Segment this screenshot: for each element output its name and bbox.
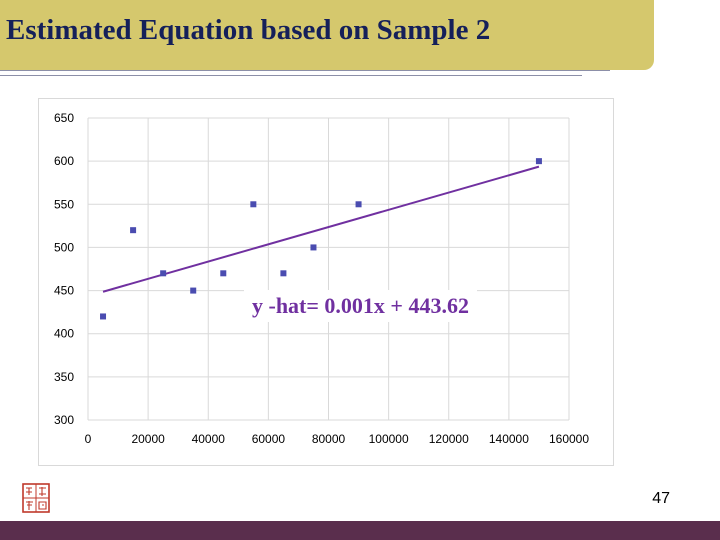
x-tick-label: 160000 xyxy=(549,432,589,446)
slide-title: Estimated Equation based on Sample 2 xyxy=(6,14,491,46)
data-point xyxy=(355,201,362,208)
page-number: 47 xyxy=(652,490,670,507)
x-tick-label: 0 xyxy=(85,432,92,446)
y-tick-label: 500 xyxy=(54,240,74,254)
y-tick-label: 550 xyxy=(54,197,74,211)
chart-frame: 300 350 400 450 500 550 600 650 0 20000 40000 60000… xyxy=(38,98,614,466)
regression-equation-label: y -hat= 0.001x + 443.62 xyxy=(244,290,477,322)
data-point xyxy=(250,201,257,208)
red-seal-logo xyxy=(22,483,50,513)
x-tick-label: 140000 xyxy=(489,432,529,446)
data-point xyxy=(310,244,317,251)
data-point xyxy=(100,313,107,320)
x-tick-label: 100000 xyxy=(369,432,409,446)
title-underline-rule xyxy=(0,70,610,71)
data-point xyxy=(190,287,197,294)
data-point xyxy=(280,270,287,277)
scatter-chart: 300 350 400 450 500 550 600 650 0 20000 40000 60000… xyxy=(54,111,589,446)
data-point xyxy=(535,158,542,165)
x-tick-label: 60000 xyxy=(252,432,286,446)
data-point xyxy=(220,270,227,277)
title-underline-rule-secondary xyxy=(0,75,582,76)
data-point xyxy=(160,270,167,277)
trendline xyxy=(102,165,540,293)
y-tick-label: 400 xyxy=(54,327,74,341)
x-tick-label: 40000 xyxy=(192,432,226,446)
y-tick-label: 450 xyxy=(54,284,74,298)
y-tick-label: 300 xyxy=(54,413,74,427)
x-tick-label: 80000 xyxy=(312,432,346,446)
x-tick-label: 20000 xyxy=(131,432,165,446)
footer-band xyxy=(0,521,720,540)
y-tick-label: 650 xyxy=(54,111,74,125)
title-band: Estimated Equation based on Sample 2 xyxy=(0,0,654,70)
y-tick-label: 600 xyxy=(54,154,74,168)
data-point xyxy=(130,227,137,234)
x-tick-label: 120000 xyxy=(429,432,469,446)
y-tick-label: 350 xyxy=(54,370,74,384)
